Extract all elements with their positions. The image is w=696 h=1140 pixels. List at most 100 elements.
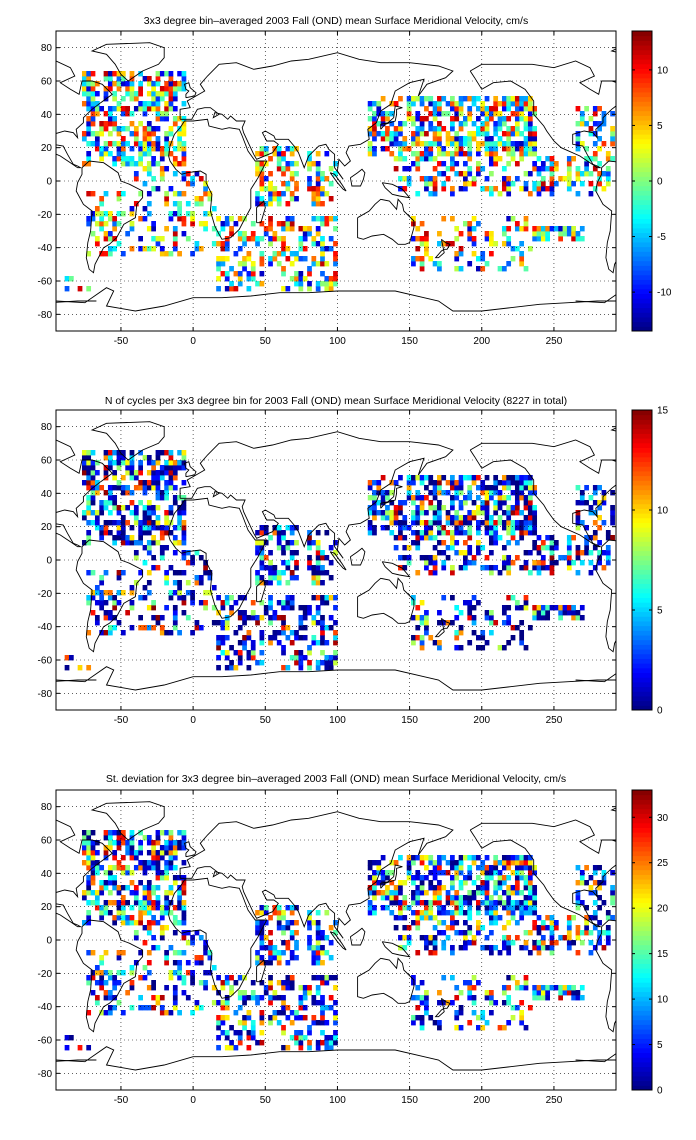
bin-cell bbox=[367, 875, 373, 881]
bin-cell bbox=[86, 975, 92, 981]
bin-cell bbox=[476, 495, 481, 501]
bin-cell bbox=[480, 900, 486, 906]
bin-cell bbox=[172, 970, 178, 976]
bin-cell bbox=[120, 920, 126, 926]
colorbar-step bbox=[632, 550, 652, 556]
bin-cell bbox=[112, 975, 118, 981]
bin-cell bbox=[172, 236, 178, 242]
bin-cell bbox=[372, 910, 377, 916]
bin-cell bbox=[506, 560, 512, 566]
bin-cell bbox=[432, 900, 438, 906]
bin-cell bbox=[172, 500, 178, 506]
bin-cell bbox=[138, 91, 143, 97]
bin-cell bbox=[445, 895, 451, 901]
bin-cell bbox=[506, 1020, 512, 1026]
bin-cell bbox=[177, 460, 182, 466]
bin-cell bbox=[523, 151, 529, 157]
bin-cell bbox=[549, 605, 555, 611]
bin-cell bbox=[320, 246, 325, 252]
bin-cell bbox=[276, 630, 282, 636]
bin-cell bbox=[506, 620, 512, 626]
bin-cell bbox=[185, 171, 191, 177]
bin-cell bbox=[441, 96, 447, 102]
bin-cell bbox=[168, 81, 174, 87]
bin-cell bbox=[437, 1020, 442, 1026]
bin-cell bbox=[497, 111, 503, 117]
bin-cell bbox=[536, 171, 542, 177]
bin-cell bbox=[155, 540, 161, 546]
bin-cell bbox=[501, 645, 507, 651]
bin-cell bbox=[510, 625, 516, 631]
bin-cell bbox=[103, 141, 109, 147]
bin-cell bbox=[484, 1020, 490, 1026]
bin-cell bbox=[155, 96, 161, 102]
coastline bbox=[179, 52, 454, 180]
bin-cell bbox=[389, 910, 395, 916]
bin-cell bbox=[471, 605, 477, 611]
bin-cell bbox=[164, 525, 169, 531]
bin-cell bbox=[450, 880, 455, 886]
colorbar-step bbox=[632, 185, 652, 191]
bin-cell bbox=[220, 1000, 226, 1006]
bin-cell bbox=[159, 91, 165, 97]
bin-cell bbox=[367, 520, 373, 526]
bin-cell bbox=[146, 455, 152, 461]
bin-cell bbox=[112, 216, 118, 222]
bin-cell bbox=[488, 530, 494, 536]
bin-cell bbox=[428, 900, 434, 906]
colorbar-step bbox=[632, 996, 652, 1002]
bin-cell bbox=[311, 615, 317, 621]
bin-cell bbox=[549, 925, 555, 931]
bin-cell bbox=[454, 995, 460, 1001]
bin-cell bbox=[190, 251, 195, 257]
bin-cell bbox=[307, 231, 312, 237]
bin-cell bbox=[463, 600, 468, 606]
bin-cell bbox=[519, 535, 525, 541]
bin-cell bbox=[116, 830, 122, 836]
bin-cell bbox=[185, 970, 191, 976]
colorbar-step bbox=[632, 256, 652, 262]
bin-cell bbox=[484, 890, 490, 896]
bin-cell bbox=[285, 920, 291, 926]
bin-cell bbox=[268, 226, 273, 232]
bin-cell bbox=[467, 990, 473, 996]
bin-cell bbox=[488, 950, 494, 956]
bin-cell bbox=[389, 900, 395, 906]
x-tick-label: 50 bbox=[260, 715, 272, 726]
bin-cell bbox=[181, 915, 187, 921]
bin-cell bbox=[471, 500, 477, 506]
bin-cell bbox=[610, 156, 615, 162]
bin-cell bbox=[307, 940, 312, 946]
bin-cell bbox=[571, 236, 576, 242]
bin-cell bbox=[302, 1015, 308, 1021]
bin-cell bbox=[553, 166, 559, 172]
bin-cell bbox=[566, 231, 572, 237]
colorbar-step bbox=[632, 522, 652, 528]
bin-cell bbox=[177, 510, 182, 516]
bin-cell bbox=[168, 855, 174, 861]
bin-cell bbox=[255, 960, 260, 966]
bin-cell bbox=[320, 595, 325, 601]
bin-cell bbox=[194, 196, 200, 202]
coastline bbox=[179, 431, 454, 559]
bin-cell bbox=[194, 1005, 200, 1011]
bin-cell bbox=[133, 900, 139, 906]
bin-cell bbox=[458, 480, 464, 486]
bin-cell bbox=[107, 890, 113, 896]
colorbar-tick-label: 10 bbox=[657, 506, 669, 517]
bin-cell bbox=[86, 141, 92, 147]
bin-cell bbox=[454, 530, 460, 536]
bin-cell bbox=[592, 880, 598, 886]
bin-cell bbox=[610, 890, 615, 896]
bin-cell bbox=[402, 905, 408, 911]
panel-title: 3x3 degree bin–averaged 2003 Fall (OND) … bbox=[144, 15, 528, 27]
bin-cell bbox=[506, 940, 512, 946]
bin-cell bbox=[268, 955, 273, 961]
bin-cell bbox=[488, 485, 494, 491]
bin-cell bbox=[250, 221, 256, 227]
bin-cell bbox=[328, 1040, 334, 1046]
bin-cell bbox=[259, 281, 265, 287]
bin-cell bbox=[151, 186, 156, 192]
bin-cell bbox=[159, 1010, 165, 1016]
coastline bbox=[75, 919, 144, 1033]
